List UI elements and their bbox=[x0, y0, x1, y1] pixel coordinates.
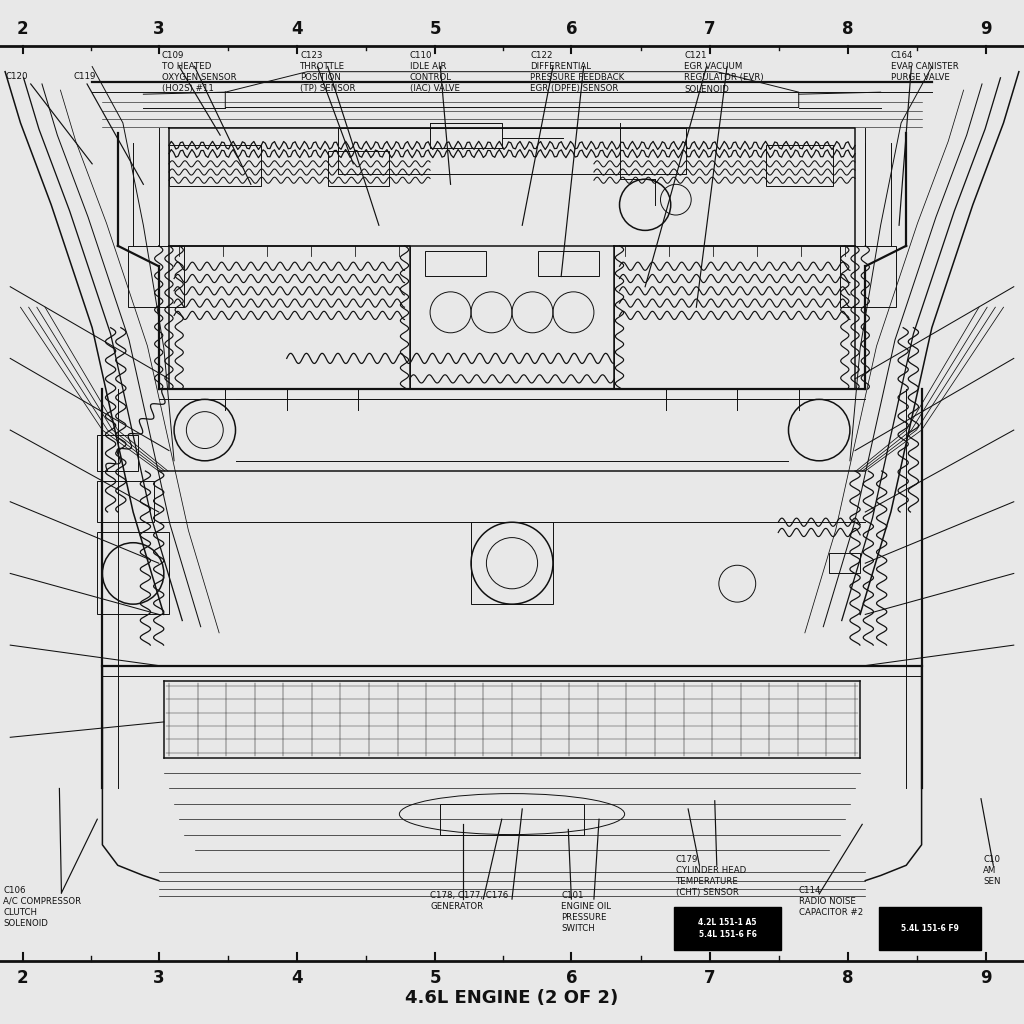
Bar bbox=[97, 435, 138, 471]
Text: 7: 7 bbox=[703, 19, 716, 38]
Bar bbox=[471, 522, 553, 604]
Bar bbox=[169, 145, 261, 186]
Text: C106
A/C COMPRESSOR
CLUTCH
SOLENOID: C106 A/C COMPRESSOR CLUTCH SOLENOID bbox=[3, 886, 81, 928]
Text: 8: 8 bbox=[842, 19, 854, 38]
Text: C164
EVAP CANISTER
PURGE VALVE: C164 EVAP CANISTER PURGE VALVE bbox=[891, 51, 958, 82]
Text: 6: 6 bbox=[565, 19, 578, 38]
Bar bbox=[97, 481, 154, 522]
Text: C10
AM
SEN: C10 AM SEN bbox=[983, 855, 1000, 886]
Text: 4.2L 151-1 A5
5.4L 151-6 F6: 4.2L 151-1 A5 5.4L 151-6 F6 bbox=[698, 919, 757, 939]
Text: C178, C177, C176
GENERATOR: C178, C177, C176 GENERATOR bbox=[430, 891, 508, 911]
Bar bbox=[97, 532, 169, 614]
Text: 4: 4 bbox=[291, 969, 303, 987]
Text: 2: 2 bbox=[16, 969, 29, 987]
Bar bbox=[440, 804, 584, 835]
Bar bbox=[829, 553, 860, 573]
Bar bbox=[879, 907, 981, 950]
Text: 4.6L ENGINE (2 OF 2): 4.6L ENGINE (2 OF 2) bbox=[406, 989, 618, 1008]
Bar bbox=[766, 145, 833, 186]
Text: C120: C120 bbox=[5, 72, 28, 81]
Text: C101
ENGINE OIL
PRESSURE
SWITCH: C101 ENGINE OIL PRESSURE SWITCH bbox=[561, 891, 611, 933]
Text: C122
DIFFERENTIAL
PRESSURE FEEDBACK
EGR (DPFE) SENSOR: C122 DIFFERENTIAL PRESSURE FEEDBACK EGR … bbox=[530, 51, 625, 93]
Text: C110
IDLE AIR
CONTROL
(IAC) VALVE: C110 IDLE AIR CONTROL (IAC) VALVE bbox=[410, 51, 460, 93]
Text: C179
CYLINDER HEAD
TEMPERATURE
(CHT) SENSOR: C179 CYLINDER HEAD TEMPERATURE (CHT) SEN… bbox=[676, 855, 746, 897]
Text: 8: 8 bbox=[842, 969, 854, 987]
Text: C109
TO HEATED
OXYGEN SENSOR
(HO2S) #11: C109 TO HEATED OXYGEN SENSOR (HO2S) #11 bbox=[162, 51, 237, 93]
Text: C121
EGR VACUUM
REGULATOR (EVR)
SOLENOID: C121 EGR VACUUM REGULATOR (EVR) SOLENOID bbox=[684, 51, 764, 93]
Bar bbox=[674, 907, 781, 950]
Text: 9: 9 bbox=[980, 969, 992, 987]
Text: 4: 4 bbox=[291, 19, 303, 38]
Text: 5.4L 151-6 F9: 5.4L 151-6 F9 bbox=[901, 925, 958, 933]
Text: C123
THROTTLE
POSITION
(TP) SENSOR: C123 THROTTLE POSITION (TP) SENSOR bbox=[300, 51, 355, 93]
Text: C119: C119 bbox=[74, 72, 96, 81]
Bar bbox=[840, 246, 896, 307]
Text: 2: 2 bbox=[16, 19, 29, 38]
Bar bbox=[538, 251, 599, 276]
Text: 5: 5 bbox=[429, 969, 441, 987]
Bar bbox=[128, 246, 184, 307]
Text: 6: 6 bbox=[565, 969, 578, 987]
Text: 7: 7 bbox=[703, 969, 716, 987]
Bar bbox=[328, 151, 389, 186]
Text: 5: 5 bbox=[429, 19, 441, 38]
Text: 3: 3 bbox=[153, 19, 165, 38]
Text: 3: 3 bbox=[153, 969, 165, 987]
Text: 9: 9 bbox=[980, 19, 992, 38]
Bar bbox=[425, 251, 486, 276]
Text: C114
RADIO NOISE
CAPACITOR #2: C114 RADIO NOISE CAPACITOR #2 bbox=[799, 886, 863, 916]
